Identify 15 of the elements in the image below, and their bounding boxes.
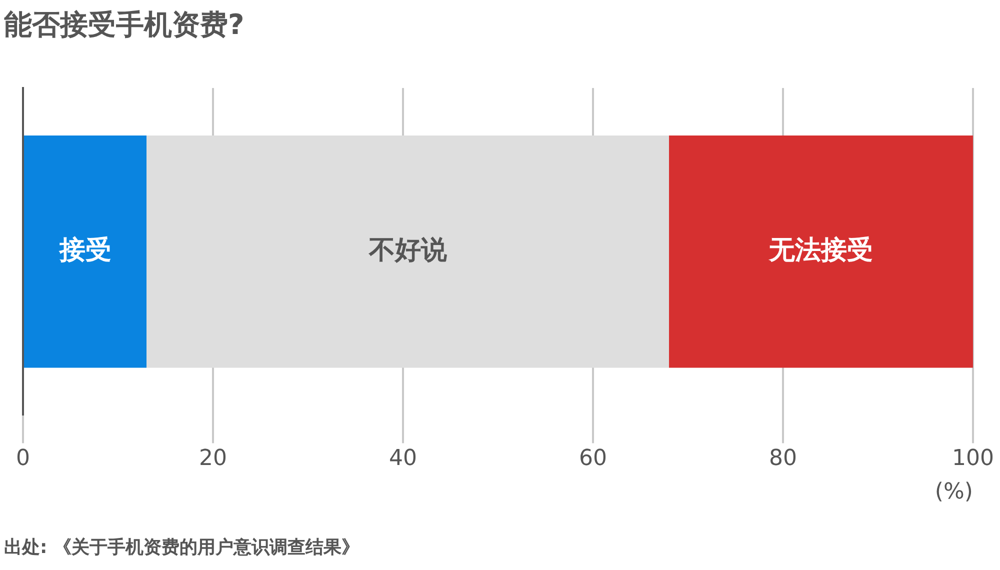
bar [24, 135, 146, 368]
bar [146, 135, 669, 368]
x-tick-label: 100 [952, 446, 994, 472]
bar [669, 135, 973, 368]
text: 出处: 《关于手机资费的用户意识调查结果》 [4, 536, 360, 559]
x-axis-title: (%) [934, 480, 973, 505]
series-label: 接受 [58, 235, 112, 266]
x-tick-label: 60 [579, 446, 607, 472]
x-tick-label: 40 [389, 446, 417, 472]
series-label: 无法接受 [768, 235, 873, 266]
x-tick-label: 0 [16, 446, 30, 472]
x-tick-label: 80 [769, 446, 797, 472]
x-tick-label: 20 [199, 446, 227, 472]
chart-title: 能否接受手机资费? [4, 7, 244, 43]
series-label: 不好说 [368, 235, 448, 266]
